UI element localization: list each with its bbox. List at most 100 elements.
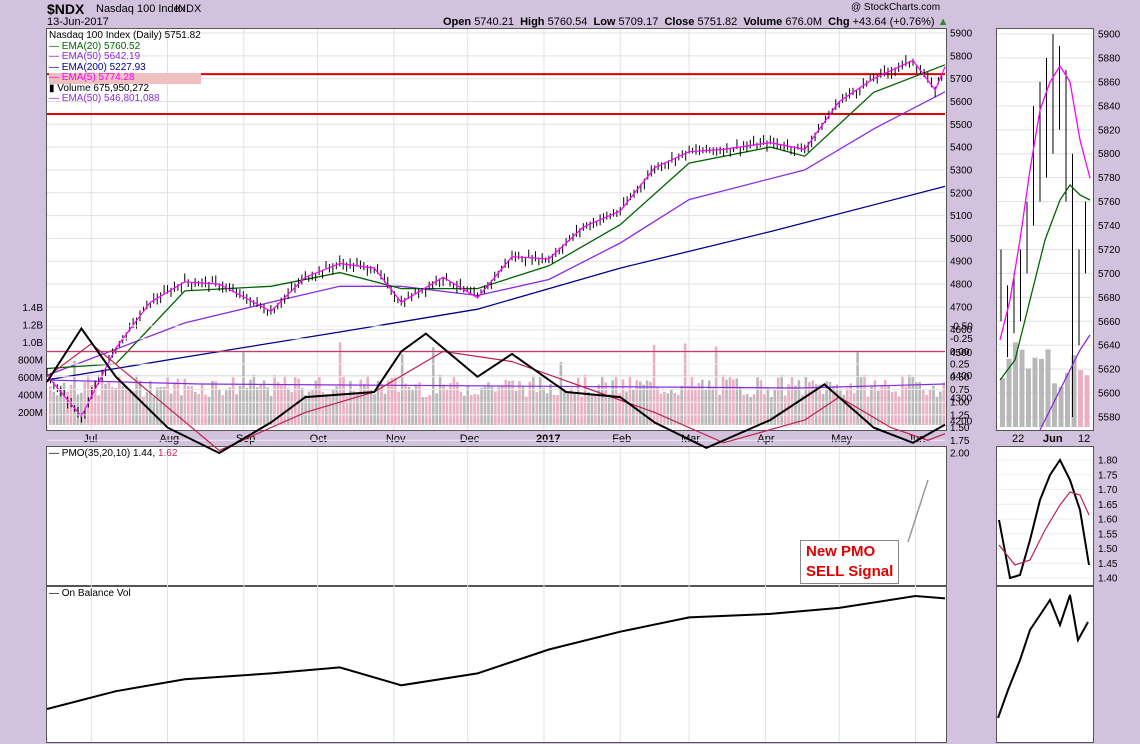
watermark: @ StockCharts.com xyxy=(851,2,941,13)
chg-value: +43.64 (+0.76%) xyxy=(852,16,935,28)
volume-bar xyxy=(242,351,245,425)
volume-bar xyxy=(252,375,256,425)
volume-bar xyxy=(776,377,780,425)
price-tick-label: 4200 xyxy=(950,417,973,428)
zoom-obv-line xyxy=(997,594,1089,719)
volume-bar xyxy=(121,386,125,425)
volume-bar xyxy=(556,395,559,425)
volume-bar xyxy=(421,396,425,425)
volume-bar xyxy=(790,376,794,425)
volume-bar xyxy=(908,375,911,425)
volume-bar xyxy=(552,394,556,425)
volume-bar xyxy=(739,386,742,425)
volume-bar xyxy=(645,380,649,425)
volume-bar xyxy=(928,389,932,425)
volume-bar xyxy=(583,375,587,425)
volume-tick-label: 1.2B xyxy=(22,321,43,332)
volume-bar xyxy=(224,390,228,425)
volume-bar xyxy=(376,380,380,425)
volume-bar xyxy=(649,381,652,425)
volume-bar xyxy=(690,376,694,425)
volume-bar xyxy=(407,386,411,425)
volume-bar xyxy=(656,386,659,425)
zoom-price-tick-label: 5860 xyxy=(1098,77,1121,88)
volume-bar xyxy=(155,387,159,425)
zoom-ema5-line xyxy=(999,64,1091,341)
volume-bar xyxy=(321,392,325,425)
low-label: Low xyxy=(593,16,616,28)
volume-bar xyxy=(832,385,835,425)
volume-bar xyxy=(266,387,269,425)
volume-bar xyxy=(532,375,535,425)
legend-vol-ema50-text: EMA(50) 546,801,088 xyxy=(61,93,160,104)
zoom-price-tick-label: 5780 xyxy=(1098,173,1121,184)
volume-bar xyxy=(180,395,183,425)
volume-bar xyxy=(497,386,501,425)
volume-bar xyxy=(704,389,708,425)
volume-tick-label: 600M xyxy=(18,373,43,384)
volume-bar xyxy=(932,385,935,425)
volume-bar xyxy=(466,385,470,425)
volume-bar xyxy=(149,380,152,425)
obv-label: On Balance Vol xyxy=(61,588,131,599)
volume-bar xyxy=(614,375,618,425)
zoom-volume-bar xyxy=(1019,349,1025,427)
zoom-price-tick-label: 5580 xyxy=(1098,413,1121,424)
volume-bar xyxy=(104,383,107,425)
volume-bar xyxy=(604,382,608,425)
volume-bar xyxy=(269,395,273,425)
volume-bar xyxy=(894,391,897,425)
volume-bar xyxy=(752,394,756,425)
volume-bar xyxy=(480,387,483,425)
volume-bar xyxy=(55,395,59,425)
volume-bar xyxy=(839,390,842,425)
legend-ema200: — EMA(200) 5227.93 xyxy=(49,61,146,73)
volume-bar xyxy=(463,395,466,425)
volume-bar xyxy=(166,377,169,425)
pmo-tick-label: 0.00 xyxy=(950,347,970,358)
volume-bar xyxy=(331,389,335,425)
volume-bar xyxy=(366,375,369,425)
volume-bar xyxy=(52,391,56,425)
pmo-tick-label: -0.25 xyxy=(950,334,973,345)
volume-bar xyxy=(283,375,287,425)
volume-bar xyxy=(159,386,162,425)
volume-bar xyxy=(442,384,445,425)
volume-bar xyxy=(825,381,828,425)
volume-bar xyxy=(576,377,580,425)
zoom-volume-bar xyxy=(1000,378,1005,427)
price-tick-label: 5700 xyxy=(950,74,973,85)
up-arrow-icon: ▲ xyxy=(937,16,949,28)
zoom-pmo-tick-label: 1.55 xyxy=(1098,529,1118,540)
price-tick-label: 4800 xyxy=(950,280,973,291)
volume-bar xyxy=(387,380,390,425)
legend-ema5: — EMA(5) 5774.28 xyxy=(49,72,201,84)
zoom-x-label: 22 xyxy=(1012,433,1024,445)
volume-bar xyxy=(711,388,714,425)
volume-bar xyxy=(514,390,518,425)
volume-bar xyxy=(356,393,359,425)
volume-value: 676.0M xyxy=(785,16,823,28)
legend-ema20-text: EMA(20) 5760.52 xyxy=(61,40,141,52)
volume-tick-label: 1.0B xyxy=(22,338,43,349)
zoom-price-tick-label: 5660 xyxy=(1098,317,1121,328)
close-label: Close xyxy=(664,16,695,28)
volume-bar xyxy=(914,382,918,425)
month-label: Apr xyxy=(757,433,774,445)
zoom-volume-bar xyxy=(1058,386,1064,427)
volume-bar xyxy=(300,387,304,425)
volume-bar xyxy=(780,375,783,425)
volume-bar xyxy=(197,393,200,425)
volume-bar xyxy=(214,381,218,425)
volume-bar xyxy=(507,380,511,425)
legend-price: Nasdaq 100 Index (Daily) 5751.82 xyxy=(49,30,201,42)
volume-bar xyxy=(418,382,421,425)
volume-bar xyxy=(490,386,494,425)
zoom-volume-bar xyxy=(1078,370,1083,427)
pmo-tick-label: 1.50 xyxy=(950,423,970,434)
zoom-pmo-tick-label: 1.45 xyxy=(1098,559,1118,570)
volume-bar xyxy=(445,390,449,425)
volume-bar xyxy=(569,388,573,425)
zoom-pmo-tick-label: 1.40 xyxy=(1098,574,1118,585)
price-tick-label: 5800 xyxy=(950,51,973,62)
